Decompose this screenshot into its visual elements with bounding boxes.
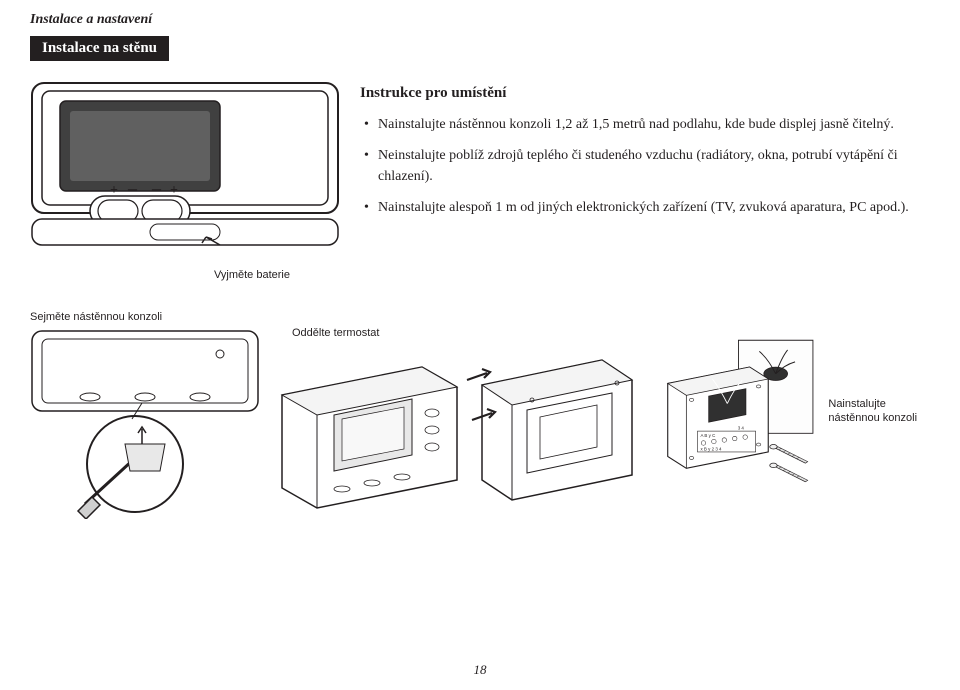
install-console-figure: A B y C x B y 2 3 4 3 4 <box>664 311 820 511</box>
battery-label: Vyjměte baterie <box>214 269 290 281</box>
svg-text:3 4: 3 4 <box>738 426 745 431</box>
instruction-item: Nainstalujte alespoň 1 m od jiných elekt… <box>360 197 930 218</box>
svg-text:+: + <box>110 183 118 198</box>
separate-label: Oddělte termostat <box>292 327 652 339</box>
breadcrumb: Instalace a nastavení <box>30 12 930 28</box>
separate-thermostat-figure <box>272 345 652 515</box>
step-remove-console: Sejměte nástěnnou konzoli <box>30 311 260 519</box>
svg-text:A B y C: A B y C <box>700 433 716 438</box>
remove-console-label: Sejměte nástěnnou konzoli <box>30 311 260 323</box>
section-header: Instalace na stěnu <box>30 36 169 61</box>
svg-text:+: + <box>170 183 178 198</box>
install-label: Nainstalujte nástěnnou konzoli <box>828 397 939 426</box>
instructions-title: Instrukce pro umístění <box>360 85 930 102</box>
remove-console-figure <box>30 329 260 519</box>
page-number: 18 <box>474 662 487 678</box>
svg-text:–: – <box>151 178 162 198</box>
instructions-panel: Instrukce pro umístění Nainstalujte nást… <box>360 81 930 281</box>
svg-text:–: – <box>127 178 138 198</box>
svg-text:x B y 2 3 4: x B y 2 3 4 <box>700 446 722 451</box>
step-install-console: A B y C x B y 2 3 4 3 4 <box>664 311 939 511</box>
instruction-item: Nainstalujte nástěnnou konzoli 1,2 až 1,… <box>360 114 930 135</box>
step-separate-thermostat: Oddělte termostat <box>272 311 652 515</box>
thermostat-remove-batteries-figure: + – – + Vyjměte baterie <box>30 81 340 281</box>
instruction-item: Neinstalujte poblíž zdrojů teplého či st… <box>360 145 930 187</box>
